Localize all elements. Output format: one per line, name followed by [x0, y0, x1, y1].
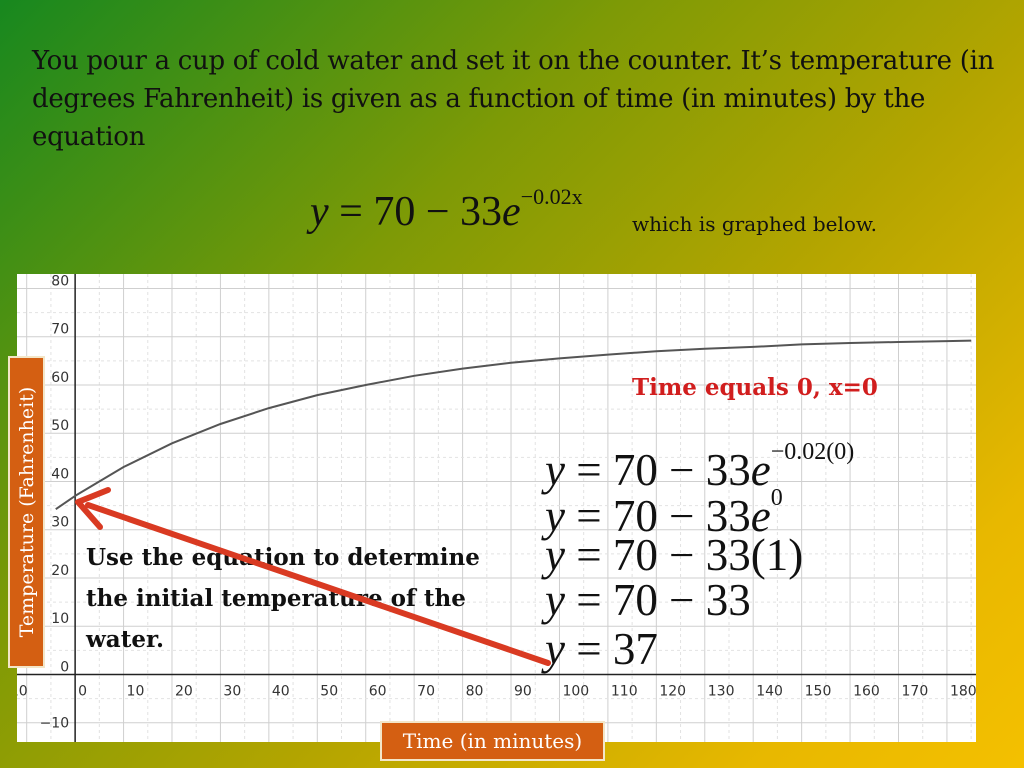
instruction-text: Use the equation to determine the initia…: [86, 544, 480, 653]
x-tick-label: 130: [708, 683, 735, 699]
graph-panel: −100102030405060708090100110120130140150…: [17, 274, 976, 742]
x-tick-label: 180: [950, 683, 976, 699]
step-5-y: y: [545, 624, 565, 674]
x-tick-label: 100: [562, 683, 589, 699]
step-2-rhs: = 70 − 33: [564, 491, 751, 541]
x-tick-label: −10: [17, 683, 28, 699]
step-1-y: y: [545, 445, 565, 495]
intro-text: You pour a cup of cold water and set it …: [32, 46, 995, 152]
x-tick-label: 150: [805, 683, 832, 699]
y-tick-label: 30: [51, 515, 69, 531]
x-tick-label: 50: [320, 683, 338, 699]
solution-step-1: y = 70 − 33e−0.02(0): [545, 439, 855, 495]
step-1-e: e: [750, 445, 771, 495]
x-tick-label: 170: [902, 683, 929, 699]
x-tick-label: 10: [127, 683, 145, 699]
solution-step-5: y = 37: [545, 627, 658, 672]
x-tick-label: 30: [223, 683, 241, 699]
step-2-e: e: [750, 491, 771, 541]
series-line: [74, 339, 972, 497]
x-tick-label: 70: [417, 683, 435, 699]
x-tick-label: 80: [466, 683, 484, 699]
step-4-y: y: [545, 575, 565, 625]
y-tick-label: −10: [40, 716, 70, 732]
series-line-extension: [55, 495, 76, 511]
y-tick-label: 80: [51, 274, 69, 289]
x-tick-label: 60: [369, 683, 387, 699]
solution-title: Time equals 0, x=0: [632, 374, 878, 401]
step-3-y: y: [545, 530, 565, 580]
y-tick-label: 50: [51, 418, 69, 434]
x-axis-label-box: Time (in minutes): [380, 721, 605, 761]
y-tick-label: 0: [60, 659, 69, 675]
step-1-exponent: −0.02(0): [770, 439, 855, 465]
y-tick-label: 70: [51, 322, 69, 338]
step-2-exponent: 0: [770, 485, 783, 511]
x-tick-label: 0: [78, 683, 87, 699]
temperature-chart: −100102030405060708090100110120130140150…: [17, 274, 976, 742]
step-3-rhs: = 70 − 33(1): [564, 530, 804, 580]
y-axis-label: Temperature (Fahrenheit): [15, 386, 38, 638]
x-tick-label: 40: [272, 683, 290, 699]
step-5-rhs: = 37: [564, 624, 658, 674]
x-tick-label: 90: [514, 683, 532, 699]
y-tick-label: 10: [51, 611, 69, 627]
eq-exponent: −0.02x: [520, 184, 583, 209]
y-tick-label: 60: [51, 370, 69, 386]
y-tick-label: 20: [51, 563, 69, 579]
solution-step-3: y = 70 − 33(1): [545, 533, 803, 578]
solution-step-2: y = 70 − 33e0: [545, 485, 783, 541]
eq-y: y: [310, 189, 329, 235]
y-axis-label-box: Temperature (Fahrenheit): [8, 356, 45, 668]
x-tick-label: 140: [756, 683, 783, 699]
step-4-rhs: = 70 − 33: [564, 575, 751, 625]
equation-note: which is graphed below.: [632, 212, 877, 236]
x-tick-label: 110: [611, 683, 638, 699]
solution-step-4: y = 70 − 33: [545, 578, 751, 623]
main-equation: y = 70 − 33e−0.02x: [310, 184, 583, 236]
y-tick-label: 40: [51, 466, 69, 482]
step-1-rhs: = 70 − 33: [564, 445, 751, 495]
eq-rhs: = 70 − 33: [328, 189, 503, 235]
x-tick-label: 160: [853, 683, 880, 699]
x-tick-label: 20: [175, 683, 193, 699]
x-tick-label: 120: [659, 683, 686, 699]
eq-e: e: [502, 189, 521, 235]
